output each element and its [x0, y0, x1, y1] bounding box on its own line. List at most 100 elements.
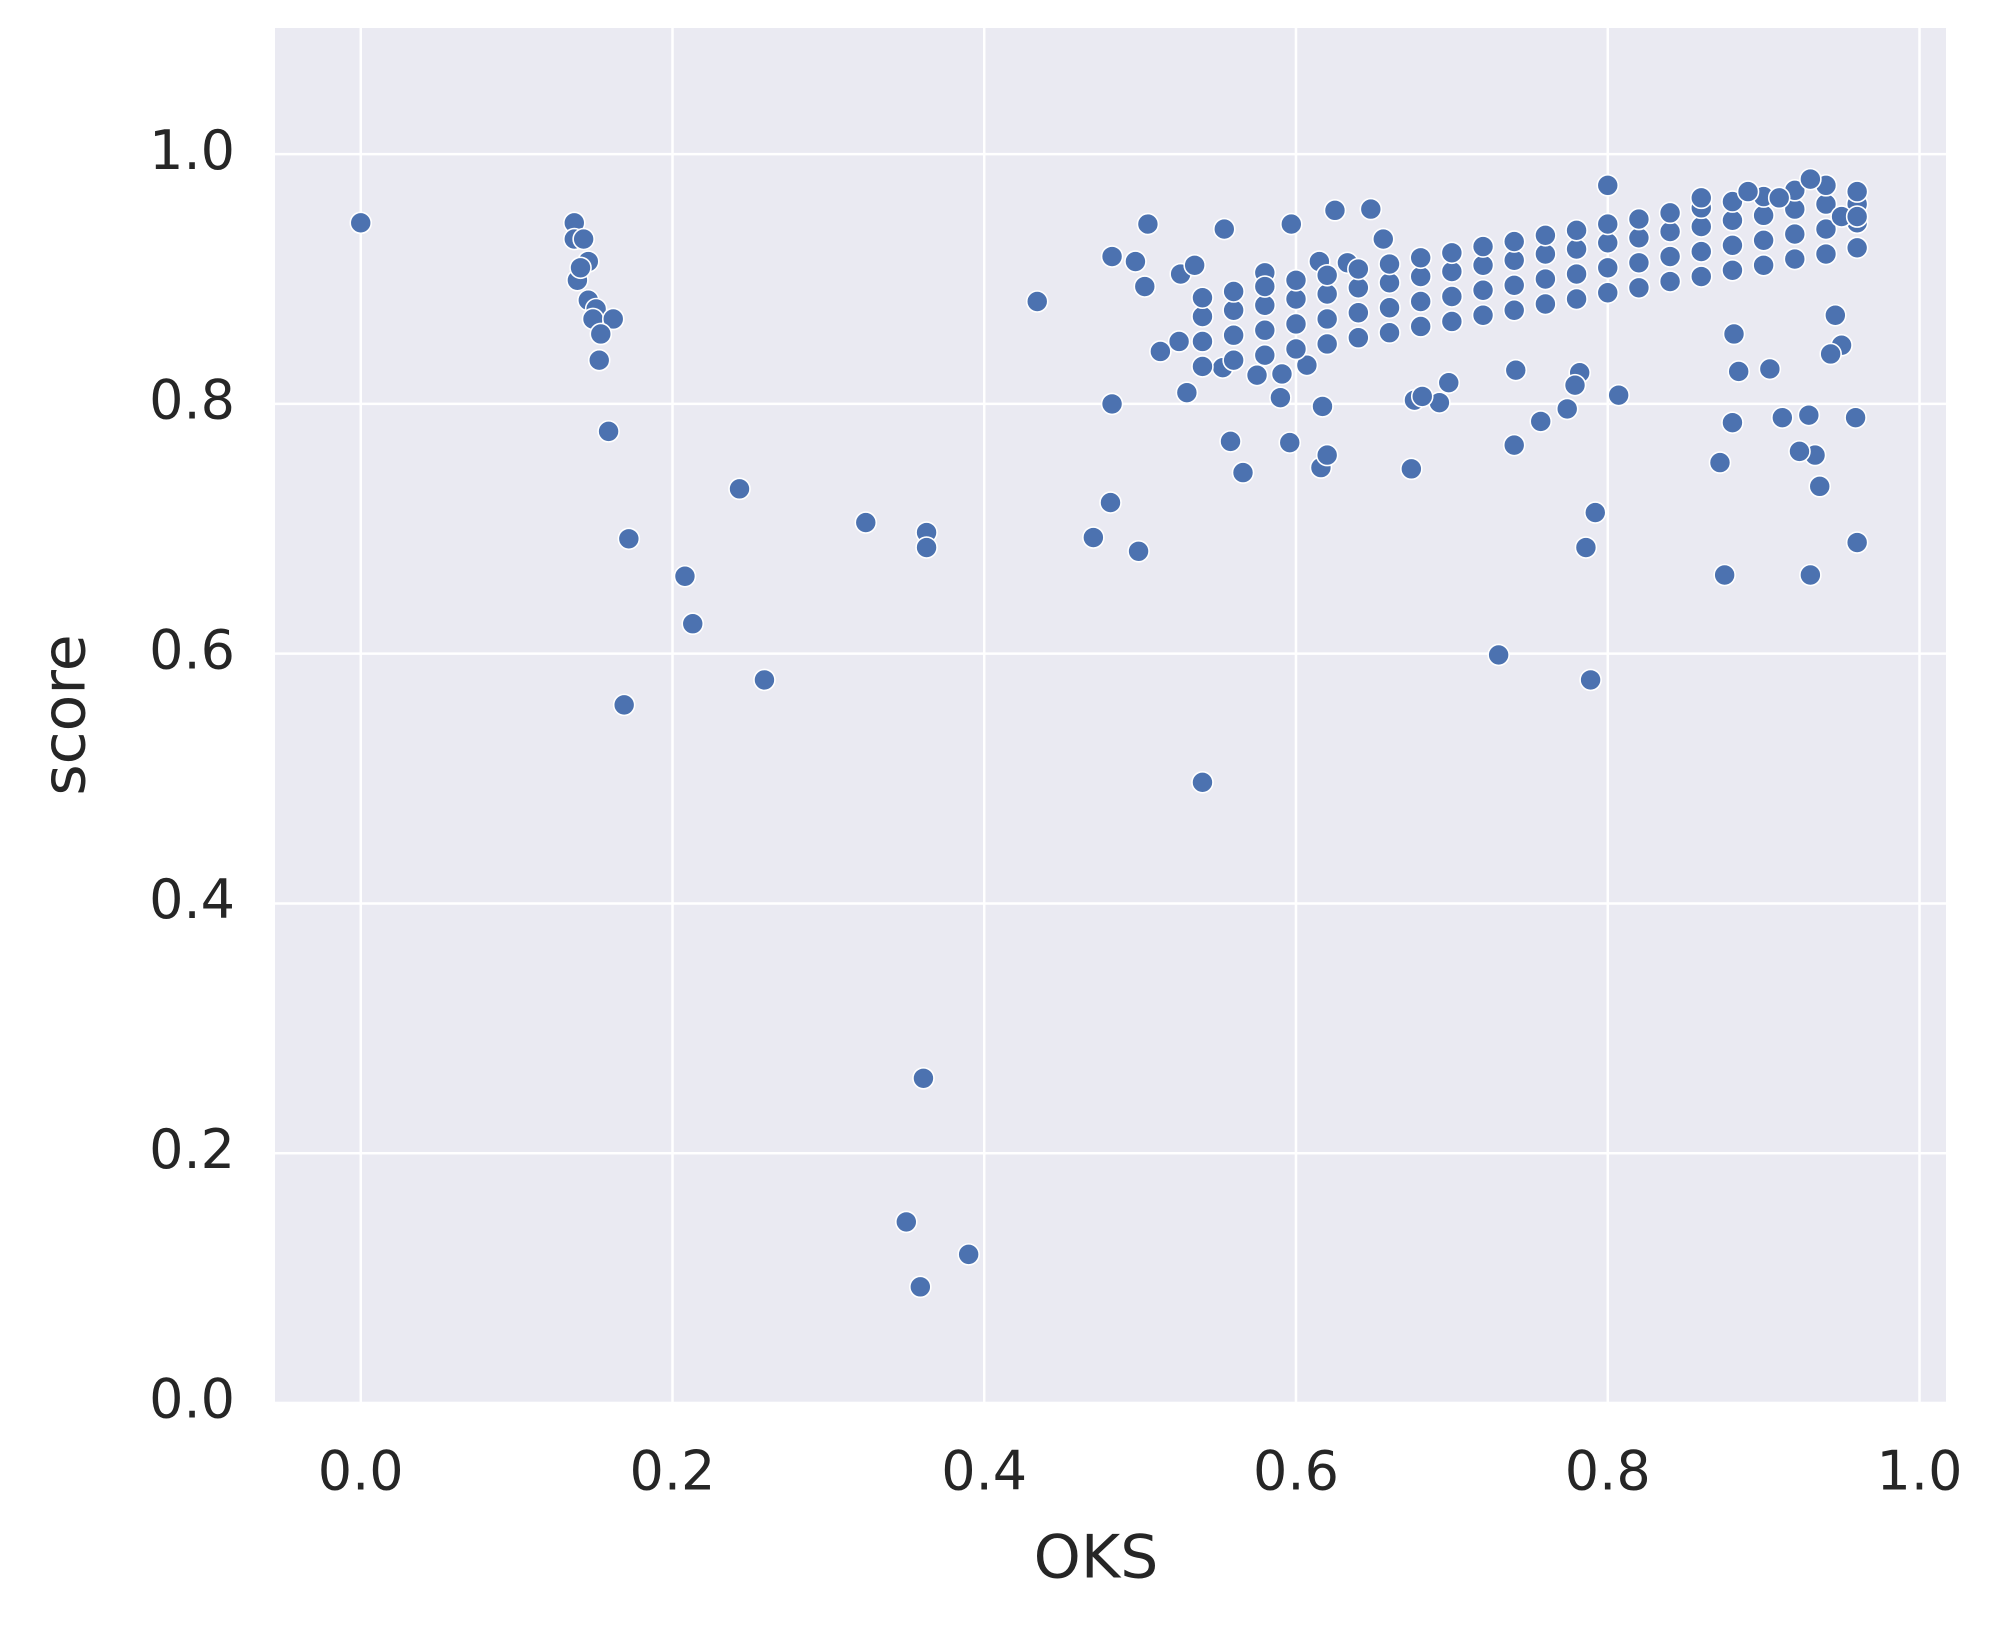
point [1814, 242, 1838, 266]
point [1596, 174, 1620, 197]
point [1222, 280, 1245, 303]
point [1771, 406, 1794, 429]
point [1222, 298, 1245, 322]
y-tick-label: 1.0 [149, 119, 235, 182]
point [617, 527, 641, 551]
point [1133, 275, 1157, 298]
point [895, 1210, 918, 1234]
point [1565, 237, 1588, 261]
point [1400, 457, 1423, 481]
point [1136, 212, 1160, 236]
point [1280, 212, 1303, 236]
point [1534, 267, 1557, 291]
point [1529, 410, 1553, 433]
point [1596, 256, 1620, 280]
point [1845, 531, 1869, 554]
y-tick-label: 0.2 [149, 1118, 235, 1181]
point [1378, 296, 1401, 320]
point [1347, 257, 1370, 281]
point [728, 477, 751, 501]
point [1596, 281, 1620, 305]
point [1231, 461, 1255, 484]
point [1284, 287, 1308, 311]
point [1722, 322, 1746, 346]
point [1409, 246, 1432, 270]
point [1658, 220, 1682, 243]
point [1689, 186, 1713, 210]
point [1371, 227, 1395, 251]
point [1437, 371, 1461, 394]
point [1689, 265, 1713, 288]
point [673, 564, 697, 588]
point [1253, 343, 1277, 367]
point [1752, 229, 1775, 252]
point [1347, 326, 1370, 350]
point [1721, 258, 1744, 282]
point [1658, 245, 1682, 268]
point [1315, 282, 1339, 306]
point [589, 322, 613, 346]
point [1347, 301, 1370, 325]
point [681, 612, 705, 636]
point [1191, 305, 1214, 328]
point [1502, 273, 1526, 297]
point [1583, 501, 1607, 524]
point [1563, 373, 1587, 397]
point [1788, 440, 1811, 463]
point [1471, 278, 1495, 302]
point [1440, 285, 1464, 308]
point [1222, 348, 1245, 372]
point [1191, 286, 1214, 310]
point [1315, 443, 1339, 467]
point [1534, 292, 1557, 316]
point [1783, 222, 1807, 246]
point [1565, 262, 1588, 286]
point [1471, 303, 1495, 327]
point [1565, 219, 1588, 242]
point [1099, 491, 1122, 514]
point [1025, 290, 1049, 313]
point [1253, 293, 1277, 317]
y-axis-label: score [30, 634, 100, 795]
point [1721, 209, 1744, 232]
point [1311, 395, 1334, 418]
point [1100, 392, 1124, 416]
point [1627, 226, 1651, 250]
point [1219, 430, 1242, 453]
point [1689, 215, 1713, 238]
point [1819, 342, 1842, 366]
point [1315, 332, 1339, 356]
point [1347, 276, 1370, 300]
x-axis-label: OKS [1034, 1523, 1159, 1593]
point [1100, 245, 1124, 268]
point [1727, 360, 1750, 383]
point [1689, 240, 1713, 263]
point [1534, 242, 1557, 266]
y-tick-label: 0.0 [149, 1368, 235, 1431]
point [1767, 186, 1791, 210]
point [601, 307, 625, 331]
point [1082, 526, 1105, 549]
point [1409, 290, 1432, 313]
x-tick-label: 1.0 [1877, 1440, 1963, 1503]
point [1410, 385, 1434, 408]
point [1378, 321, 1401, 345]
point [1440, 260, 1464, 283]
y-tick-label: 0.4 [149, 868, 235, 931]
point [1844, 406, 1867, 429]
point [1799, 563, 1822, 587]
point [1409, 265, 1432, 288]
point [1212, 217, 1236, 241]
point [1191, 330, 1214, 353]
point [1124, 250, 1147, 273]
point [1127, 539, 1150, 563]
point [1845, 236, 1869, 260]
point [1269, 386, 1292, 409]
point [1504, 358, 1528, 382]
point [1409, 315, 1432, 338]
point [569, 256, 592, 280]
point [587, 348, 611, 372]
point [1278, 431, 1302, 454]
point [1284, 337, 1308, 361]
point [854, 511, 878, 534]
